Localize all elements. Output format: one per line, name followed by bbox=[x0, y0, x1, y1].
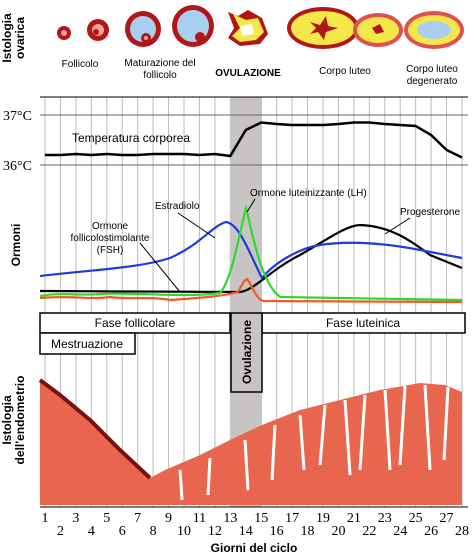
hormone-label: Ormone follicolostimolante (FSH) bbox=[71, 221, 150, 256]
endometrium-edge bbox=[38, 378, 152, 480]
x-ticks: 1234567891011121314151617181920212223242… bbox=[42, 511, 470, 539]
stage-label: OVULAZIONE bbox=[215, 68, 281, 79]
ovary-icons bbox=[57, 5, 464, 49]
x-tick-label: 15 bbox=[254, 511, 268, 526]
ovary-title: Istologiaovarica bbox=[0, 13, 27, 63]
x-tick-label: 3 bbox=[72, 511, 79, 526]
endometrium-title: Istologiadell'endometrio bbox=[0, 376, 27, 465]
phase-label: Ovulazione bbox=[240, 320, 254, 384]
callout-lines bbox=[139, 198, 411, 293]
x-tick-label: 7 bbox=[134, 511, 141, 526]
x-tick-label: 16 bbox=[270, 524, 284, 539]
x-tick-label: 1 bbox=[42, 511, 49, 526]
stage-label: Maturazione del follicolo bbox=[124, 58, 195, 81]
hormone-label: Estradiolo bbox=[155, 201, 200, 212]
temperature-line bbox=[45, 121, 463, 159]
hormones-title: Ormoni bbox=[9, 224, 23, 267]
hormone-curves bbox=[39, 203, 463, 304]
x-tick-label: 27 bbox=[440, 511, 454, 526]
glands bbox=[178, 384, 450, 501]
x-tick-label: 17 bbox=[285, 511, 299, 526]
x-tick-label: 26 bbox=[424, 524, 438, 539]
x-tick-label: 5 bbox=[103, 511, 110, 526]
x-tick-label: 14 bbox=[239, 524, 253, 539]
x-tick-label: 10 bbox=[177, 524, 191, 539]
temperature-label: Temperatura corporea bbox=[72, 131, 190, 145]
x-tick-label: 25 bbox=[409, 511, 423, 526]
stage-label: Corpo luteo degenerato bbox=[406, 64, 458, 87]
phase-label: Fase follicolare bbox=[95, 316, 176, 330]
x-tick-label: 4 bbox=[88, 524, 95, 539]
phase-label: Mestruazione bbox=[51, 337, 123, 351]
y-tick-label: 37°C bbox=[3, 109, 32, 124]
x-tick-label: 11 bbox=[193, 511, 206, 526]
x-tick-label: 28 bbox=[455, 524, 469, 539]
x-tick-label: 22 bbox=[362, 524, 376, 539]
phase-box bbox=[230, 312, 263, 393]
y-tick-label: 36°C bbox=[3, 159, 32, 174]
phase-box bbox=[39, 332, 136, 355]
x-tick-label: 20 bbox=[331, 524, 345, 539]
phase-label: Fase luteinica bbox=[326, 316, 400, 330]
endometrium bbox=[40, 380, 462, 505]
x-tick-label: 23 bbox=[378, 511, 392, 526]
temperature-panel: 37°C 36°C bbox=[3, 109, 468, 174]
x-tick-label: 12 bbox=[208, 524, 222, 539]
x-tick-label: 24 bbox=[393, 524, 407, 539]
x-tick-label: 21 bbox=[347, 511, 361, 526]
x-tick-label: 18 bbox=[301, 524, 315, 539]
x-tick-label: 19 bbox=[316, 511, 330, 526]
x-tick-label: 6 bbox=[119, 524, 126, 539]
x-tick-label: 2 bbox=[57, 524, 64, 539]
x-axis-label: Giorni del ciclo bbox=[211, 541, 298, 555]
stage-label: Corpo luteo bbox=[319, 66, 371, 77]
x-tick-label: 8 bbox=[150, 524, 157, 539]
hormone-label: Progesterone bbox=[400, 207, 460, 218]
x-tick-label: 13 bbox=[223, 511, 237, 526]
x-tick-label: 9 bbox=[165, 511, 172, 526]
stage-label: Follicolo bbox=[62, 59, 99, 70]
hormone-label: Ormone luteinizzante (LH) bbox=[250, 188, 367, 199]
